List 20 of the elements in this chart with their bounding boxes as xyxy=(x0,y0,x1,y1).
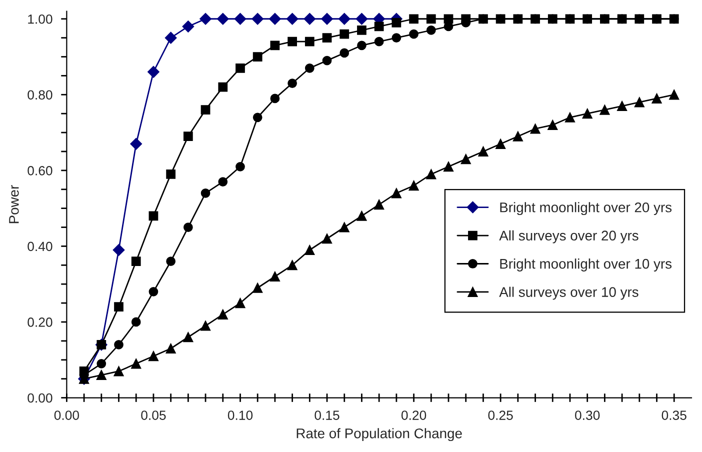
x-tick-label: 0.25 xyxy=(488,410,513,420)
x-axis-title: Rate of Population Change xyxy=(296,428,462,442)
legend-label: All surveys over 20 yrs xyxy=(499,230,638,244)
y-axis-title: Power xyxy=(9,185,19,224)
legend-label: All surveys over 10 yrs xyxy=(499,286,638,300)
legend-label: Bright moonlight over 10 yrs xyxy=(500,258,672,272)
y-tick-label: 0.60 xyxy=(28,166,52,176)
y-tick-label: 0.40 xyxy=(28,242,52,252)
y-tick-label: 0.80 xyxy=(28,90,52,100)
x-tick-label: 0.00 xyxy=(54,410,80,420)
x-tick-label: 0.15 xyxy=(314,410,340,420)
x-tick-label: 0.35 xyxy=(662,410,686,420)
x-tick-label: 0.30 xyxy=(575,410,600,420)
legend-label: Bright moonlight over 20 yrs xyxy=(500,202,672,216)
y-tick-label: 0.00 xyxy=(28,393,52,403)
y-tick-label: 0.20 xyxy=(28,318,52,327)
x-tick-label: 0.05 xyxy=(141,410,166,420)
y-tick-label: 1.00 xyxy=(28,14,52,24)
x-tick-label: 0.10 xyxy=(228,410,253,420)
x-tick-label: 0.20 xyxy=(401,410,426,420)
